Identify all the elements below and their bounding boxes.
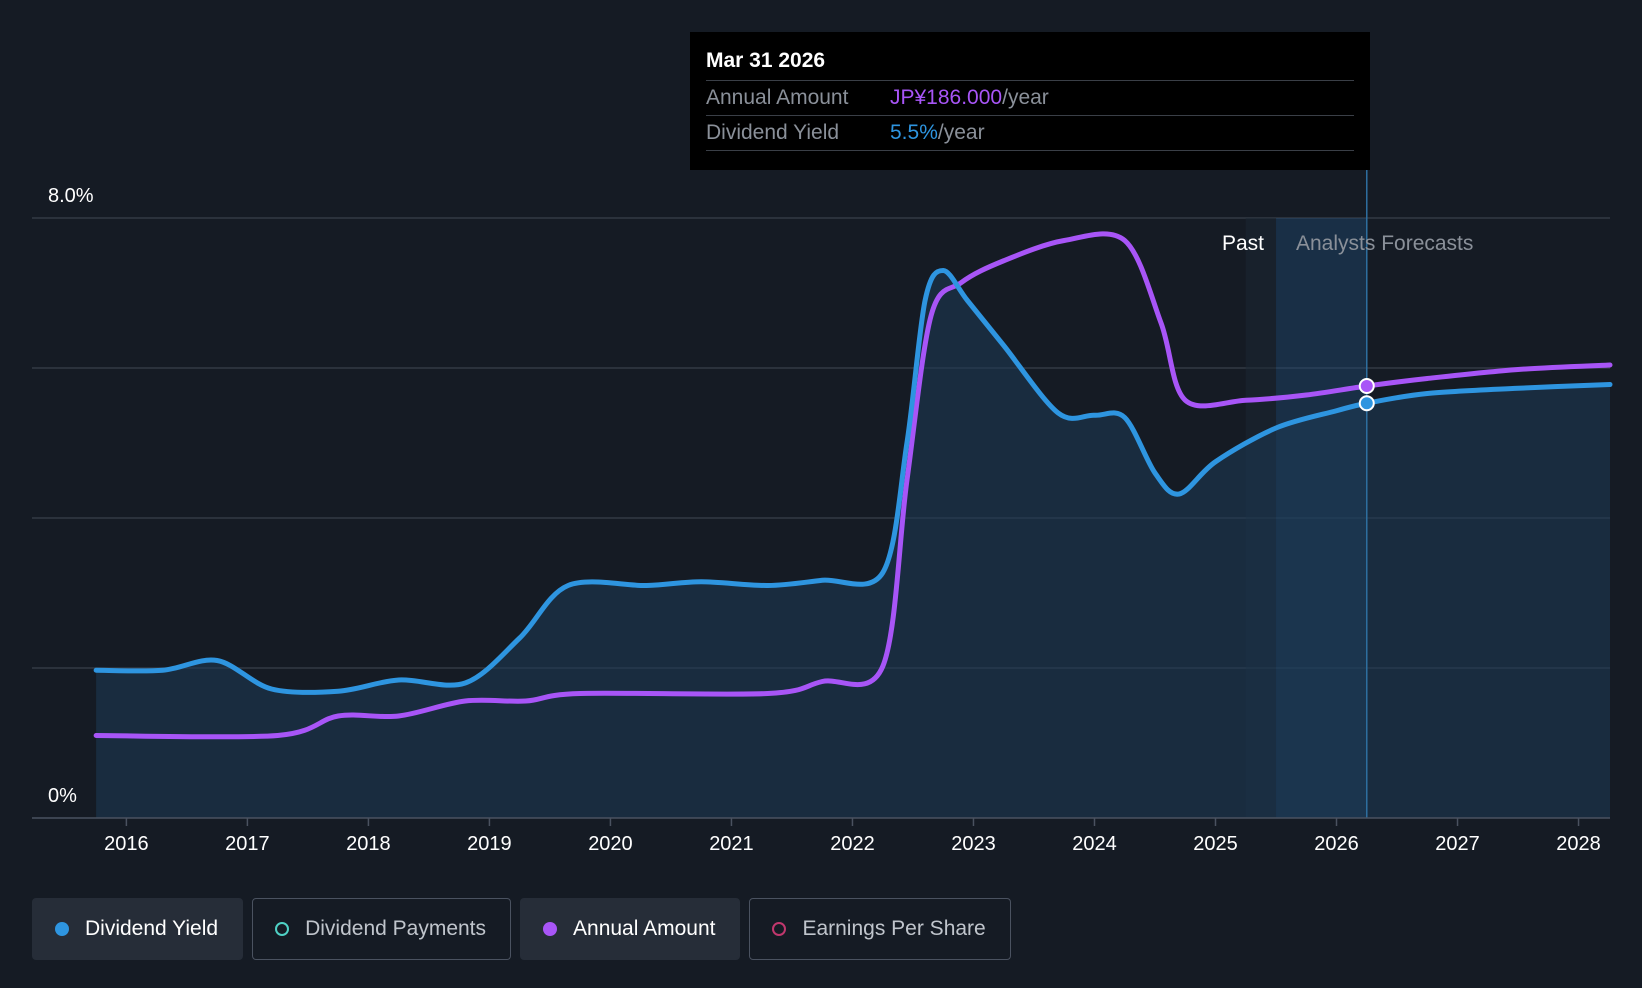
legend-label: Annual Amount bbox=[573, 917, 716, 940]
dividend-yield-marker bbox=[1358, 395, 1375, 412]
tooltip-row-annual-amount: Annual Amount JP¥186.000 /year bbox=[706, 81, 1354, 116]
hollow-dot-icon bbox=[275, 922, 290, 936]
forecast-label: Analysts Forecasts bbox=[1296, 232, 1473, 255]
past-label: Past bbox=[1222, 232, 1264, 255]
x-tick-label: 2025 bbox=[1193, 833, 1238, 855]
hollow-dot-icon bbox=[772, 922, 787, 936]
x-tick-label: 2024 bbox=[1072, 833, 1117, 855]
tooltip-label: Annual Amount bbox=[706, 86, 849, 109]
legend-label: Dividend Yield bbox=[85, 917, 219, 940]
y-axis-max-label: 8.0% bbox=[48, 185, 94, 207]
tooltip-row-dividend-yield: Dividend Yield 5.5% /year bbox=[706, 116, 1354, 151]
tooltip: Mar 31 2026 Annual Amount JP¥186.000 /ye… bbox=[690, 32, 1370, 170]
annual-amount-line bbox=[93, 231, 1613, 740]
dividend-yield-area bbox=[96, 270, 1611, 818]
x-tick-label: 2022 bbox=[830, 833, 875, 855]
annual-amount-marker bbox=[1358, 378, 1375, 394]
legend-item-dividend-yield[interactable]: Dividend Yield bbox=[32, 898, 244, 960]
legend-item-dividend-payments[interactable]: Dividend Payments bbox=[252, 898, 512, 960]
tooltip-value: 5.5% bbox=[890, 121, 938, 144]
filled-dot-icon bbox=[55, 922, 69, 936]
y-axis-min-label: 0% bbox=[48, 785, 77, 807]
legend-label: Dividend Payments bbox=[305, 917, 487, 940]
x-tick-label: 2027 bbox=[1435, 833, 1480, 855]
x-tick-label: 2020 bbox=[588, 833, 633, 855]
legend: Dividend Yield Dividend Payments Annual … bbox=[32, 898, 1011, 960]
x-tick-label: 2026 bbox=[1314, 833, 1359, 855]
tooltip-label: Dividend Yield bbox=[706, 121, 840, 144]
tooltip-value: JP¥186.000 bbox=[890, 86, 1003, 109]
x-tick-label: 2021 bbox=[709, 833, 754, 855]
x-tick-label: 2017 bbox=[225, 833, 270, 855]
legend-item-annual-amount[interactable]: Annual Amount bbox=[520, 898, 741, 960]
tooltip-date: Mar 31 2026 bbox=[706, 46, 1354, 81]
tooltip-unit: /year bbox=[1002, 86, 1049, 109]
legend-item-earnings-per-share[interactable]: Earnings Per Share bbox=[749, 898, 1011, 960]
series-layer bbox=[93, 231, 1613, 818]
legend-label: Earnings Per Share bbox=[802, 917, 986, 940]
x-tick-label: 2028 bbox=[1556, 833, 1601, 855]
x-tick-label: 2016 bbox=[104, 833, 149, 855]
x-tick-label: 2018 bbox=[346, 833, 391, 855]
tooltip-unit: /year bbox=[937, 121, 985, 144]
series-markers bbox=[1358, 378, 1375, 412]
x-axis-ticks: 2016 2017 2018 2019 2020 2021 2022 2023 2024 2025… bbox=[104, 818, 1601, 855]
dividend-yield-line bbox=[93, 268, 1613, 696]
x-tick-label: 2019 bbox=[467, 833, 512, 855]
filled-dot-icon bbox=[543, 922, 558, 936]
x-tick-label: 2023 bbox=[951, 833, 996, 855]
